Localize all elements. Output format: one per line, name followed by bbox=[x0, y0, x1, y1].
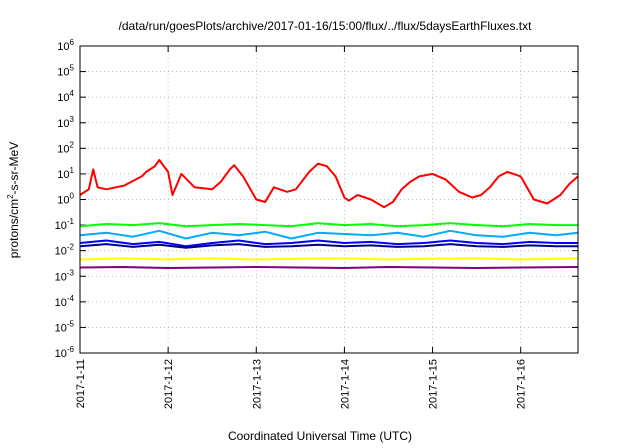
y-tick-label-exp: -2 bbox=[67, 243, 75, 252]
series-line-4 bbox=[79, 243, 578, 249]
series-line-6 bbox=[79, 266, 579, 269]
y-tick-label: 10-6 bbox=[55, 345, 75, 360]
y-tick-label-base: 10 bbox=[55, 322, 67, 334]
y-tick-label: 10-3 bbox=[55, 268, 75, 283]
x-tick-label: 2017-1-14 bbox=[339, 359, 351, 409]
series-line-3 bbox=[79, 239, 578, 248]
y-tick-label-base: 10 bbox=[55, 297, 67, 309]
y-tick-label-exp: 1 bbox=[70, 166, 75, 175]
y-tick-label-base: 10 bbox=[57, 169, 69, 181]
x-tick-labels: 2017-1-11 2017-1-12 2017-1-13 2017-1-14 2017… bbox=[75, 359, 528, 409]
series-line-1 bbox=[79, 222, 578, 228]
x-tick-label: 2017-1-11 bbox=[75, 359, 87, 408]
y-tick-label-exp: 2 bbox=[70, 140, 75, 149]
y-tick-label: 102 bbox=[57, 140, 74, 155]
y-tick-label-base: 10 bbox=[57, 92, 69, 104]
x-axis-label: Coordinated Universal Time (UTC) bbox=[228, 429, 412, 443]
y-axis-label-main: protons/cm bbox=[7, 199, 21, 258]
x-tick-label: 2017-1-16 bbox=[516, 359, 528, 409]
y-tick-label: 101 bbox=[57, 166, 74, 181]
y-tick-label-exp: 4 bbox=[70, 89, 75, 98]
y-tick-label-base: 10 bbox=[57, 118, 69, 130]
x-tick-label: 2017-1-13 bbox=[251, 359, 263, 409]
grid bbox=[79, 45, 578, 354]
y-tick-label: 104 bbox=[57, 89, 74, 104]
y-tick-label-base: 10 bbox=[57, 195, 69, 207]
y-tick-label-exp: -3 bbox=[67, 268, 75, 277]
series-line-5 bbox=[79, 257, 579, 261]
y-tick-label-exp: -6 bbox=[67, 345, 75, 354]
y-tick-label-exp: -4 bbox=[67, 294, 75, 303]
y-tick-label-base: 10 bbox=[55, 246, 67, 258]
y-tick-label-exp: 5 bbox=[70, 64, 75, 73]
x-tick-label: 2017-1-15 bbox=[428, 359, 440, 409]
y-tick-label-base: 10 bbox=[55, 220, 67, 232]
x-tick-label: 2017-1-12 bbox=[163, 359, 175, 409]
y-tick-label-base: 10 bbox=[55, 271, 67, 283]
y-tick-label-exp: -1 bbox=[67, 217, 75, 226]
y-tick-label-base: 10 bbox=[57, 67, 69, 79]
series-group bbox=[79, 159, 579, 269]
y-tick-label: 105 bbox=[57, 64, 74, 79]
y-tick-label-base: 10 bbox=[57, 41, 69, 53]
y-tick-label: 106 bbox=[57, 38, 74, 53]
y-tick-labels: 10-610-510-410-310-210-11001011021031041… bbox=[55, 38, 75, 360]
y-tick-label-base: 10 bbox=[57, 143, 69, 155]
y-tick-label: 10-1 bbox=[55, 217, 75, 232]
y-tick-label: 10-4 bbox=[55, 294, 75, 309]
y-tick-label-exp: 3 bbox=[70, 115, 75, 124]
plot-frame bbox=[79, 45, 579, 354]
y-tick-label-exp: 6 bbox=[70, 38, 75, 47]
series-line-2 bbox=[79, 229, 579, 240]
y-axis-label-rest: -s-sr-MeV bbox=[7, 142, 21, 195]
y-tick-label-exp: 0 bbox=[70, 192, 75, 201]
y-tick-label-exp: -5 bbox=[67, 319, 75, 328]
y-axis-label-sup: 2 bbox=[6, 194, 15, 199]
y-tick-label: 10-2 bbox=[55, 243, 75, 258]
y-tick-label: 10-5 bbox=[55, 319, 75, 334]
y-tick-label-base: 10 bbox=[55, 348, 67, 360]
y-axis-label: protons/cm2-s-sr-MeV bbox=[6, 142, 21, 258]
y-tick-label: 103 bbox=[57, 115, 74, 130]
y-tick-label: 100 bbox=[57, 192, 74, 207]
series-line-0 bbox=[79, 159, 579, 209]
chart-title: /data/run/goesPlots/archive/2017-01-16/1… bbox=[119, 19, 533, 33]
